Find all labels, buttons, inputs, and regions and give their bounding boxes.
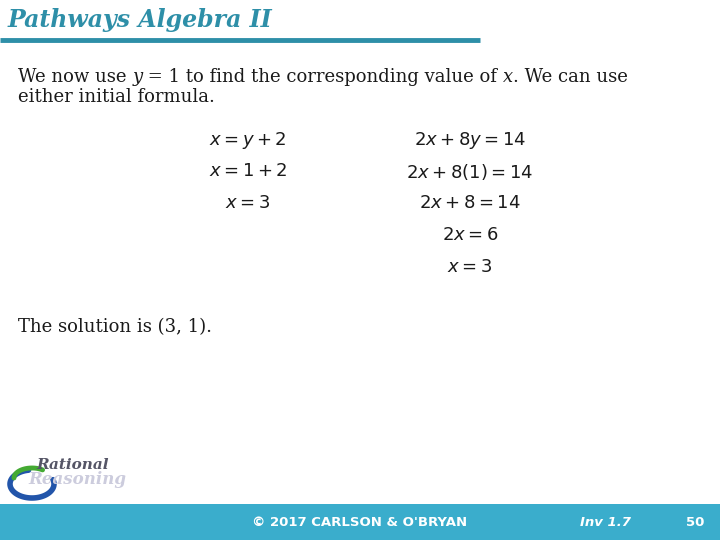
Text: 50: 50: [686, 516, 704, 529]
Text: $x = 3$: $x = 3$: [447, 258, 492, 276]
Text: $2x + 8y = 14$: $2x + 8y = 14$: [414, 130, 526, 151]
Text: $2x + 8 = 14$: $2x + 8 = 14$: [419, 194, 521, 212]
Text: y: y: [132, 68, 143, 86]
FancyBboxPatch shape: [0, 0, 720, 40]
FancyBboxPatch shape: [0, 504, 720, 540]
Text: $x = 3$: $x = 3$: [225, 194, 271, 212]
Text: The solution is (3, 1).: The solution is (3, 1).: [18, 318, 212, 336]
Text: $2x = 6$: $2x = 6$: [442, 226, 498, 244]
Text: Inv 1.7: Inv 1.7: [580, 516, 631, 529]
Text: © 2017 CARLSON & O'BRYAN: © 2017 CARLSON & O'BRYAN: [253, 516, 467, 529]
Text: We now use: We now use: [18, 68, 132, 86]
Text: . We can use: . We can use: [513, 68, 628, 86]
Text: x: x: [503, 68, 513, 86]
Text: either initial formula.: either initial formula.: [18, 88, 215, 106]
Text: = 1 to find the corresponding value of: = 1 to find the corresponding value of: [143, 68, 503, 86]
Text: $x = 1 + 2$: $x = 1 + 2$: [209, 162, 287, 180]
Text: $x = y + 2$: $x = y + 2$: [209, 130, 287, 151]
Text: $2x + 8(1) = 14$: $2x + 8(1) = 14$: [406, 162, 534, 182]
Text: Reasoning: Reasoning: [28, 471, 126, 488]
Text: Pathways Algebra II: Pathways Algebra II: [8, 8, 273, 32]
FancyBboxPatch shape: [0, 40, 720, 504]
Text: Rational: Rational: [36, 458, 109, 472]
